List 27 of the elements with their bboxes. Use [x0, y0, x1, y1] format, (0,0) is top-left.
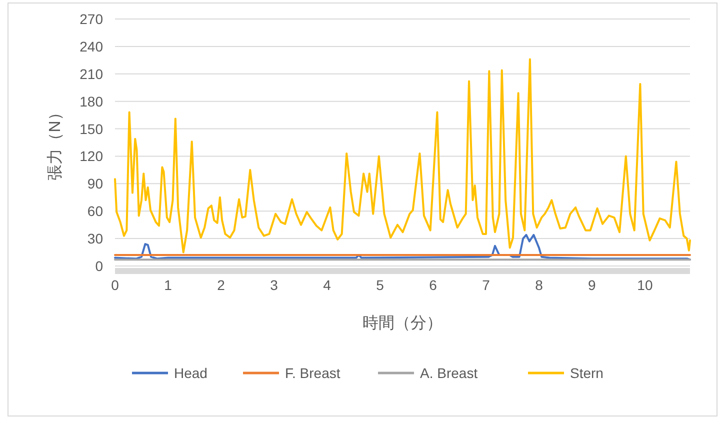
y-tick-label: 90 — [87, 176, 104, 192]
x-tick-label: 3 — [270, 277, 278, 293]
legend-label: F. Breast — [285, 365, 340, 381]
legend-label: Head — [174, 365, 208, 381]
legend-label: Stern — [570, 365, 604, 381]
x-tick-label: 5 — [376, 277, 384, 293]
y-tick-label: 270 — [80, 11, 104, 27]
y-tick-label: 120 — [80, 148, 104, 164]
y-tick-label: 0 — [95, 258, 104, 274]
x-tick-label: 1 — [164, 277, 172, 293]
legend-label: A. Breast — [420, 365, 478, 381]
x-tick-label: 2 — [217, 277, 226, 293]
y-tick-label: 210 — [80, 66, 104, 82]
y-axis-title: 張力（N） — [46, 104, 64, 180]
x-tick-label: 7 — [482, 277, 490, 293]
y-tick-label: 150 — [80, 120, 104, 137]
x-tick-label: 9 — [588, 277, 596, 293]
x-tick-label: 4 — [323, 277, 332, 293]
x-tick-label: 0 — [111, 277, 120, 293]
y-tick-label: 240 — [80, 38, 104, 54]
y-tick-label: 60 — [87, 203, 104, 220]
x-tick-label: 6 — [429, 277, 438, 293]
x-tick-label: 10 — [637, 277, 653, 293]
y-tick-label: 30 — [87, 230, 104, 247]
y-tick-label: 180 — [80, 93, 104, 110]
x-tick-label: 8 — [535, 277, 544, 293]
x-axis-title: 時間（分） — [362, 314, 442, 332]
